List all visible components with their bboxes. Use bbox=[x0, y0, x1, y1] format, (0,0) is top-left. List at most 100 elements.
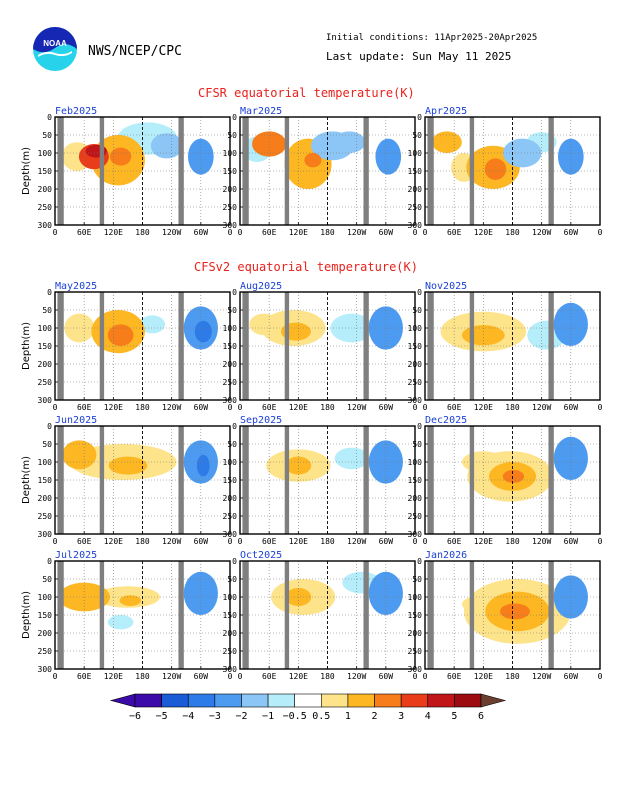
panel-label: Dec2025 bbox=[425, 415, 467, 426]
y-tick-label: 250 bbox=[223, 512, 238, 521]
y-tick-label: 200 bbox=[408, 185, 423, 194]
x-tick-label: 60W bbox=[194, 403, 209, 412]
colorbar-bin bbox=[294, 693, 322, 708]
panel-label: Feb2025 bbox=[55, 106, 97, 117]
y-tick-label: 300 bbox=[223, 221, 238, 230]
x-tick-label: 0 bbox=[228, 403, 233, 412]
anomaly-patch bbox=[368, 571, 403, 616]
panel-label: May2025 bbox=[55, 281, 97, 292]
x-tick-label: 120E bbox=[474, 672, 493, 681]
y-tick-label: 200 bbox=[223, 360, 238, 369]
y-tick-label: 300 bbox=[223, 396, 238, 405]
colorbar-bin bbox=[374, 693, 402, 708]
x-tick-label: 0 bbox=[228, 228, 233, 237]
land-mask bbox=[242, 426, 249, 534]
x-tick-label: 60E bbox=[77, 672, 92, 681]
x-tick-label: 180 bbox=[320, 403, 335, 412]
land-mask bbox=[363, 426, 369, 534]
y-tick-label: 150 bbox=[38, 476, 53, 485]
y-tick-label: 100 bbox=[38, 458, 53, 467]
x-tick-label: 60W bbox=[564, 228, 579, 237]
y-tick-label: 100 bbox=[408, 324, 423, 333]
land-mask bbox=[363, 561, 369, 669]
colorbar-bin bbox=[161, 693, 189, 708]
panel-field bbox=[55, 117, 230, 225]
y-tick-label: 300 bbox=[408, 396, 423, 405]
x-tick-label: 180 bbox=[135, 672, 150, 681]
y-tick-label: 50 bbox=[412, 306, 422, 315]
land-mask bbox=[57, 292, 64, 400]
y-axis-label: Depth(m) bbox=[21, 322, 32, 370]
land-mask bbox=[99, 426, 105, 534]
cfsv2-section-title: CFSv2 equatorial temperature(K) bbox=[194, 260, 418, 274]
x-tick-label: 0 bbox=[238, 228, 243, 237]
x-tick-label: 0 bbox=[423, 672, 428, 681]
panel-field bbox=[55, 292, 230, 400]
land-mask bbox=[548, 561, 554, 669]
x-tick-label: 180 bbox=[505, 403, 520, 412]
x-tick-label: 120E bbox=[289, 537, 308, 546]
x-tick-label: 180 bbox=[135, 403, 150, 412]
x-tick-label: 120E bbox=[104, 537, 123, 546]
x-tick-label: 120W bbox=[347, 403, 366, 412]
y-tick-label: 50 bbox=[227, 575, 237, 584]
y-tick-label: 150 bbox=[408, 611, 423, 620]
land-mask bbox=[57, 117, 64, 225]
land-mask bbox=[242, 561, 249, 669]
colorbar-bin bbox=[214, 693, 242, 708]
colorbar-label: −3 bbox=[209, 711, 221, 722]
y-tick-label: 150 bbox=[408, 476, 423, 485]
panel-field bbox=[240, 292, 415, 400]
y-axis-label: Depth(m) bbox=[21, 147, 32, 195]
panel-field bbox=[240, 561, 415, 669]
y-tick-label: 250 bbox=[408, 512, 423, 521]
land-mask bbox=[427, 292, 434, 400]
y-tick-label: 200 bbox=[223, 185, 238, 194]
colorbar-bin bbox=[267, 693, 295, 708]
anomaly-patch bbox=[334, 447, 369, 470]
y-tick-label: 100 bbox=[223, 149, 238, 158]
colorbar-label: −2 bbox=[235, 711, 247, 722]
y-tick-label: 100 bbox=[38, 324, 53, 333]
x-tick-label: 0 bbox=[598, 672, 603, 681]
x-tick-label: 0 bbox=[238, 403, 243, 412]
x-tick-label: 60W bbox=[194, 228, 209, 237]
land-mask bbox=[57, 561, 64, 669]
anomaly-patch bbox=[119, 595, 142, 606]
x-tick-label: 60W bbox=[564, 403, 579, 412]
x-tick-label: 180 bbox=[135, 537, 150, 546]
y-tick-label: 50 bbox=[227, 131, 237, 140]
y-tick-label: 200 bbox=[408, 360, 423, 369]
y-tick-label: 150 bbox=[38, 611, 53, 620]
land-mask bbox=[178, 561, 184, 669]
colorbar-label: 0.5 bbox=[312, 711, 330, 722]
x-tick-label: 120E bbox=[104, 672, 123, 681]
colorbar-label: −1 bbox=[262, 711, 274, 722]
land-mask bbox=[427, 561, 434, 669]
y-tick-label: 100 bbox=[38, 149, 53, 158]
x-tick-label: 120E bbox=[474, 228, 493, 237]
y-tick-label: 300 bbox=[408, 530, 423, 539]
y-axis-label: Depth(m) bbox=[21, 456, 32, 504]
y-tick-label: 200 bbox=[223, 494, 238, 503]
land-mask bbox=[469, 426, 475, 534]
x-tick-label: 120E bbox=[104, 403, 123, 412]
y-tick-label: 200 bbox=[38, 360, 53, 369]
colorbar-bin bbox=[347, 693, 375, 708]
y-tick-label: 250 bbox=[408, 203, 423, 212]
colorbar-label: 4 bbox=[425, 711, 431, 722]
x-tick-label: 0 bbox=[238, 537, 243, 546]
anomaly-patch bbox=[150, 133, 183, 159]
anomaly-patch bbox=[502, 469, 525, 483]
x-tick-label: 60E bbox=[447, 672, 462, 681]
y-tick-label: 100 bbox=[408, 149, 423, 158]
y-tick-label: 50 bbox=[42, 306, 52, 315]
y-tick-label: 250 bbox=[38, 203, 53, 212]
y-tick-label: 200 bbox=[38, 494, 53, 503]
land-mask bbox=[548, 426, 554, 534]
